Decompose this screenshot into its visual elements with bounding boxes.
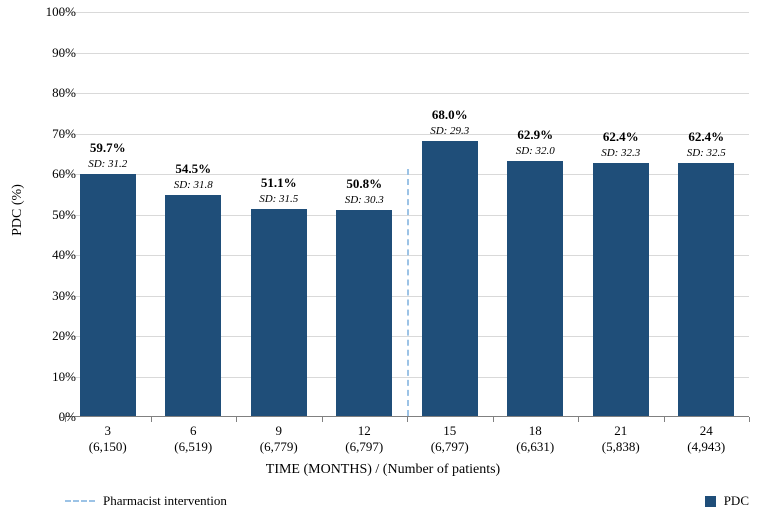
x-tick-label: 24(4,943) (668, 423, 744, 456)
grid-line (65, 53, 749, 54)
x-tick-label: 6(6,519) (155, 423, 231, 456)
y-tick-mark (60, 336, 65, 337)
x-tick-label: 21(5,838) (583, 423, 659, 456)
bar (678, 163, 734, 416)
y-tick-label: 30% (26, 288, 76, 304)
plot-area: 59.7% SD: 31.2 54.5% SD: 31.8 51.1% SD: 31.5 5… (65, 12, 749, 417)
y-tick-label: 60% (26, 166, 76, 182)
bar-value-label: 62.4% (583, 129, 659, 145)
bar-value-label: 59.7% (70, 140, 146, 156)
bar-value-label: 62.9% (497, 127, 573, 143)
bar-sd-label: SD: 29.3 (412, 125, 488, 137)
bar-sd-label: SD: 32.0 (497, 145, 573, 157)
bar-value-label: 51.1% (241, 175, 317, 191)
bar-value-label: 68.0% (412, 107, 488, 123)
bar-sd-label: SD: 32.3 (583, 147, 659, 159)
x-tick-mark (664, 417, 665, 422)
legend-series: PDC (705, 493, 749, 509)
y-tick-label: 80% (26, 85, 76, 101)
bar-value-label: 54.5% (155, 161, 231, 177)
x-tick-mark (493, 417, 494, 422)
y-tick-mark (60, 134, 65, 135)
bar-sd-label: SD: 31.5 (241, 193, 317, 205)
y-tick-mark (60, 377, 65, 378)
x-tick-label: 12(6,797) (326, 423, 402, 456)
bar-sd-label: SD: 30.3 (326, 194, 402, 206)
y-tick-label: 90% (26, 45, 76, 61)
grid-line (65, 93, 749, 94)
y-tick-label: 10% (26, 369, 76, 385)
y-tick-mark (60, 12, 65, 13)
x-tick-label: 9(6,779) (241, 423, 317, 456)
legend-dash-icon (65, 500, 95, 502)
bar-value-label: 62.4% (668, 129, 744, 145)
bar-sd-label: SD: 31.8 (155, 179, 231, 191)
bar-value-label: 50.8% (326, 176, 402, 192)
y-tick-label: 50% (26, 207, 76, 223)
bar (336, 210, 392, 416)
bar (80, 174, 136, 416)
bar (165, 195, 221, 416)
y-axis-title: PDC (%) (10, 184, 26, 236)
y-tick-mark (60, 174, 65, 175)
bar (251, 209, 307, 416)
legend-intervention-label: Pharmacist intervention (103, 493, 227, 509)
x-tick-mark (236, 417, 237, 422)
legend-intervention: Pharmacist intervention (65, 493, 227, 509)
x-tick-mark (749, 417, 750, 422)
y-tick-label: 0% (26, 409, 76, 425)
y-tick-mark (60, 93, 65, 94)
x-tick-mark (578, 417, 579, 422)
legend: Pharmacist intervention PDC (65, 493, 749, 509)
intervention-line (407, 169, 409, 416)
x-axis-title: TIME (MONTHS) / (Number of patients) (0, 462, 766, 478)
legend-square-icon (705, 496, 716, 507)
x-tick-label: 3(6,150) (70, 423, 146, 456)
bar (422, 141, 478, 416)
bar-sd-label: SD: 31.2 (70, 158, 146, 170)
y-tick-label: 70% (26, 126, 76, 142)
y-tick-label: 20% (26, 328, 76, 344)
y-tick-mark (60, 255, 65, 256)
legend-series-label: PDC (724, 493, 749, 509)
y-tick-mark (60, 296, 65, 297)
bar (507, 161, 563, 416)
x-tick-label: 18(6,631) (497, 423, 573, 456)
y-tick-label: 40% (26, 247, 76, 263)
x-tick-mark (151, 417, 152, 422)
x-tick-mark (65, 417, 66, 422)
y-tick-mark (60, 215, 65, 216)
bar (593, 163, 649, 416)
x-tick-mark (407, 417, 408, 422)
x-tick-mark (322, 417, 323, 422)
bar-sd-label: SD: 32.5 (668, 147, 744, 159)
grid-line (65, 12, 749, 13)
x-tick-label: 15(6,797) (412, 423, 488, 456)
pdc-bar-chart: PDC (%) 59.7% SD: 31.2 54.5% SD: 31.8 51.1% S… (0, 0, 766, 513)
y-tick-mark (60, 53, 65, 54)
y-tick-label: 100% (26, 4, 76, 20)
